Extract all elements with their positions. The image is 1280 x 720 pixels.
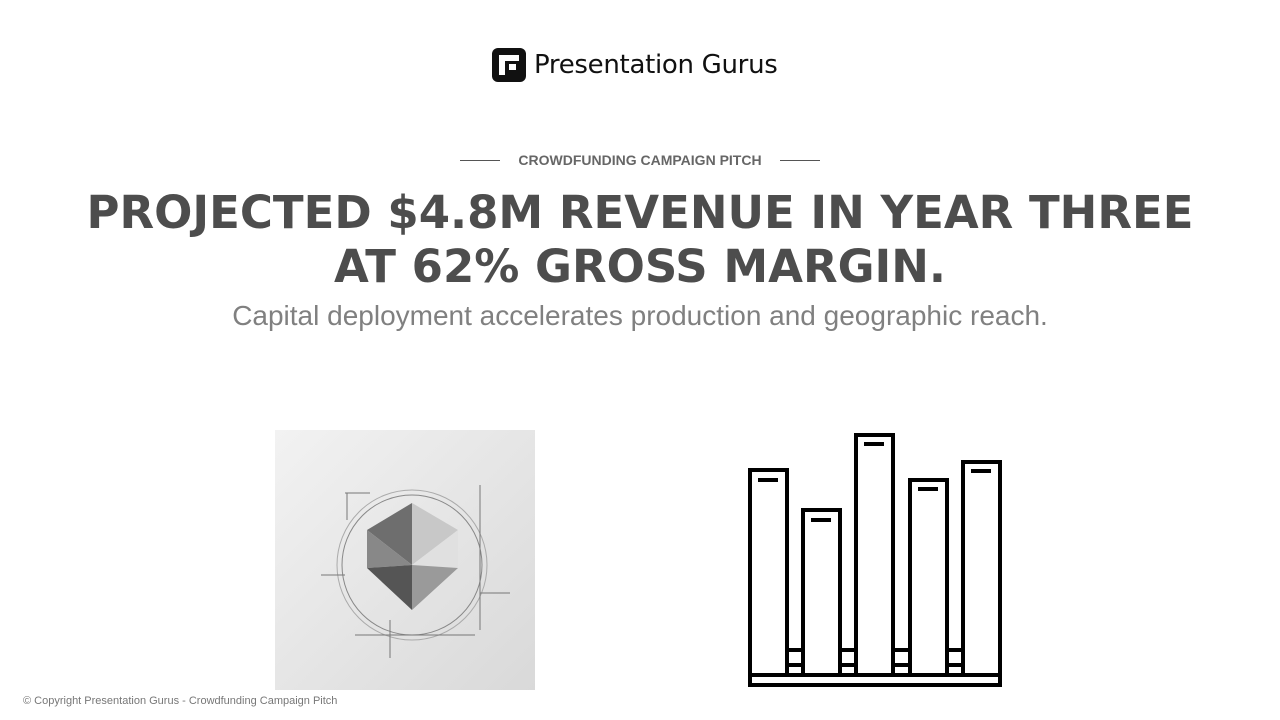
eyebrow-text: CROWDFUNDING CAMPAIGN PITCH	[518, 152, 762, 168]
illustration	[275, 430, 535, 690]
logo-icon	[492, 48, 526, 82]
eyebrow: CROWDFUNDING CAMPAIGN PITCH	[0, 152, 1280, 168]
title: PROJECTED $4.8M REVENUE IN YEAR THREE AT…	[86, 186, 1194, 293]
subtitle: Capital deployment accelerates productio…	[232, 300, 1048, 331]
logo: Presentation Gurus	[492, 48, 778, 82]
footer: © Copyright Presentation Gurus - Crowdfu…	[23, 695, 338, 707]
bar-chart-icon	[748, 433, 1002, 687]
logo-text: Presentation Gurus	[534, 50, 778, 80]
rule	[460, 159, 501, 161]
rule	[779, 159, 820, 161]
